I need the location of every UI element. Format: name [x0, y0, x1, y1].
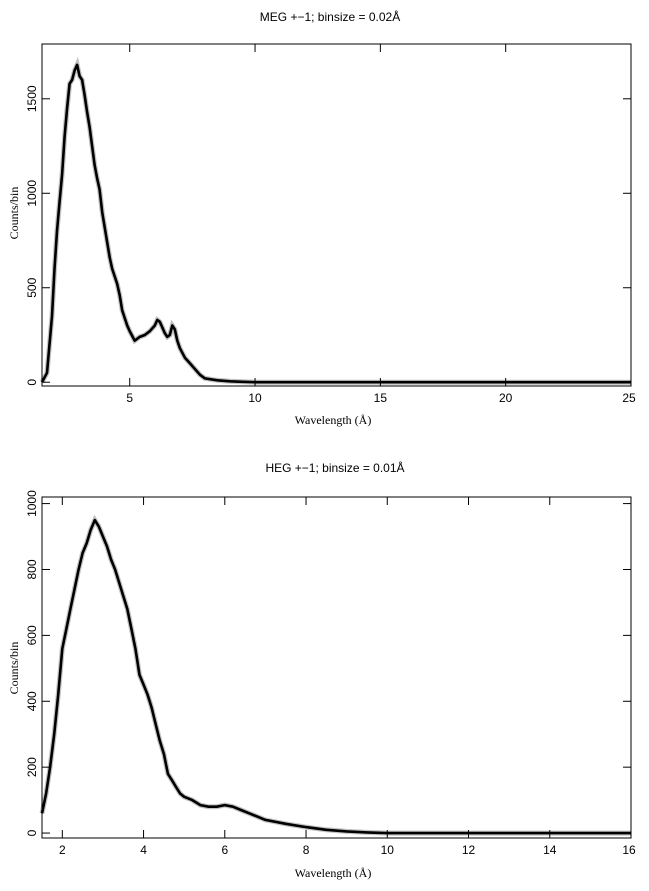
y-tick-label: 500 — [25, 277, 39, 297]
x-tick-label: 2 — [59, 843, 66, 857]
y-ticks: 0 500 1000 1500 — [25, 85, 631, 386]
y-tick-label: 0 — [25, 829, 39, 836]
x-tick-label: 16 — [622, 843, 636, 857]
x-tick-label: 6 — [221, 843, 228, 857]
x-tick-label: 25 — [622, 391, 636, 405]
x-tick-label: 4 — [140, 843, 147, 857]
chart-title: MEG +−1; binsize = 0.02Å — [260, 9, 400, 24]
y-tick-label: 600 — [25, 625, 39, 645]
y-tick-label: 1000 — [25, 180, 39, 207]
y-tick-label: 800 — [25, 559, 39, 579]
x-axis-label: Wavelength (Å) — [295, 413, 372, 427]
chart-title: HEG +−1; binsize = 0.01Å — [265, 460, 404, 475]
data-line — [40, 63, 631, 384]
y-tick-label: 1500 — [25, 85, 39, 112]
x-tick-label: 20 — [499, 391, 513, 405]
chart-heg: HEG +−1; binsize = 0.01Å 2 4 6 8 10 12 14 16 0 2… — [7, 460, 636, 880]
y-ticks: 0 200 400 600 800 1000 — [25, 490, 631, 836]
plot-frame — [41, 496, 632, 839]
chart-meg: MEG +−1; binsize = 0.02Å 5 10 15 20 25 0 500 1… — [7, 9, 636, 427]
y-tick-label: 0 — [25, 379, 39, 386]
plot-area — [39, 514, 631, 836]
y-axis-label: Counts/bin — [7, 187, 21, 240]
x-tick-label: 10 — [248, 391, 262, 405]
plot-area — [39, 56, 631, 385]
x-axis-label: Wavelength (Å) — [295, 866, 372, 880]
x-tick-label: 5 — [126, 391, 133, 405]
y-tick-label: 400 — [25, 691, 39, 711]
x-tick-label: 12 — [462, 843, 476, 857]
y-tick-label: 200 — [25, 757, 39, 777]
x-ticks: 2 4 6 8 10 12 14 16 — [59, 497, 636, 857]
x-ticks: 5 10 15 20 25 — [126, 44, 636, 405]
x-tick-label: 10 — [381, 843, 395, 857]
x-tick-label: 15 — [374, 391, 388, 405]
y-tick-label: 1000 — [25, 490, 39, 517]
y-axis-label: Counts/bin — [7, 642, 21, 695]
x-tick-label: 14 — [543, 843, 557, 857]
data-line — [40, 518, 631, 835]
error-band — [39, 514, 631, 836]
plot-frame — [41, 43, 632, 387]
x-tick-label: 8 — [303, 843, 310, 857]
